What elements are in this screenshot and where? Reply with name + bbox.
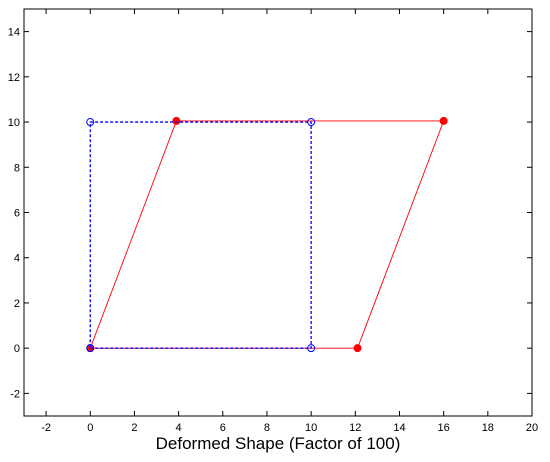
y-tick-label: 14 [8,27,20,39]
y-tick-label: 4 [14,253,20,265]
x-tick-label: 2 [131,422,137,434]
series-1-point [307,118,316,127]
y-tick-label: 2 [14,298,20,310]
x-tick-label: 10 [305,422,317,434]
y-tick-label: 6 [14,208,20,220]
x-tick-label: 20 [526,422,538,434]
series-0-point [353,344,362,353]
x-tick-label: 6 [220,422,226,434]
y-tick-label: 10 [8,117,20,129]
x-tick-label: 0 [87,422,93,434]
x-tick-label: 18 [482,422,494,434]
series-1-point [86,118,95,127]
series-layer [86,116,448,353]
x-tick-label: 4 [176,422,182,434]
y-tick-label: 12 [8,72,20,84]
x-tick-label: 8 [264,422,270,434]
x-axis-label: Deformed Shape (Factor of 100) [156,434,401,453]
series-0-point [439,116,448,125]
y-tick-label: 8 [14,162,20,174]
x-tick-label: 12 [349,422,361,434]
y-tick-label: -2 [10,388,20,400]
plot-area [23,8,533,417]
series-line-1 [89,121,312,349]
series-1-point [307,344,316,353]
series-1-point [86,344,95,353]
x-tick-label: 16 [438,422,450,434]
series-0-point [172,116,181,125]
x-tick-label: 14 [393,422,405,434]
axis-ticks: -2 0 2 4 6 8 10 12 14 16 18 20 -2 0 2 4 6 8 10 12 14 [8,9,538,434]
x-tick-label: -2 [41,422,51,434]
y-tick-label: 0 [14,343,20,355]
